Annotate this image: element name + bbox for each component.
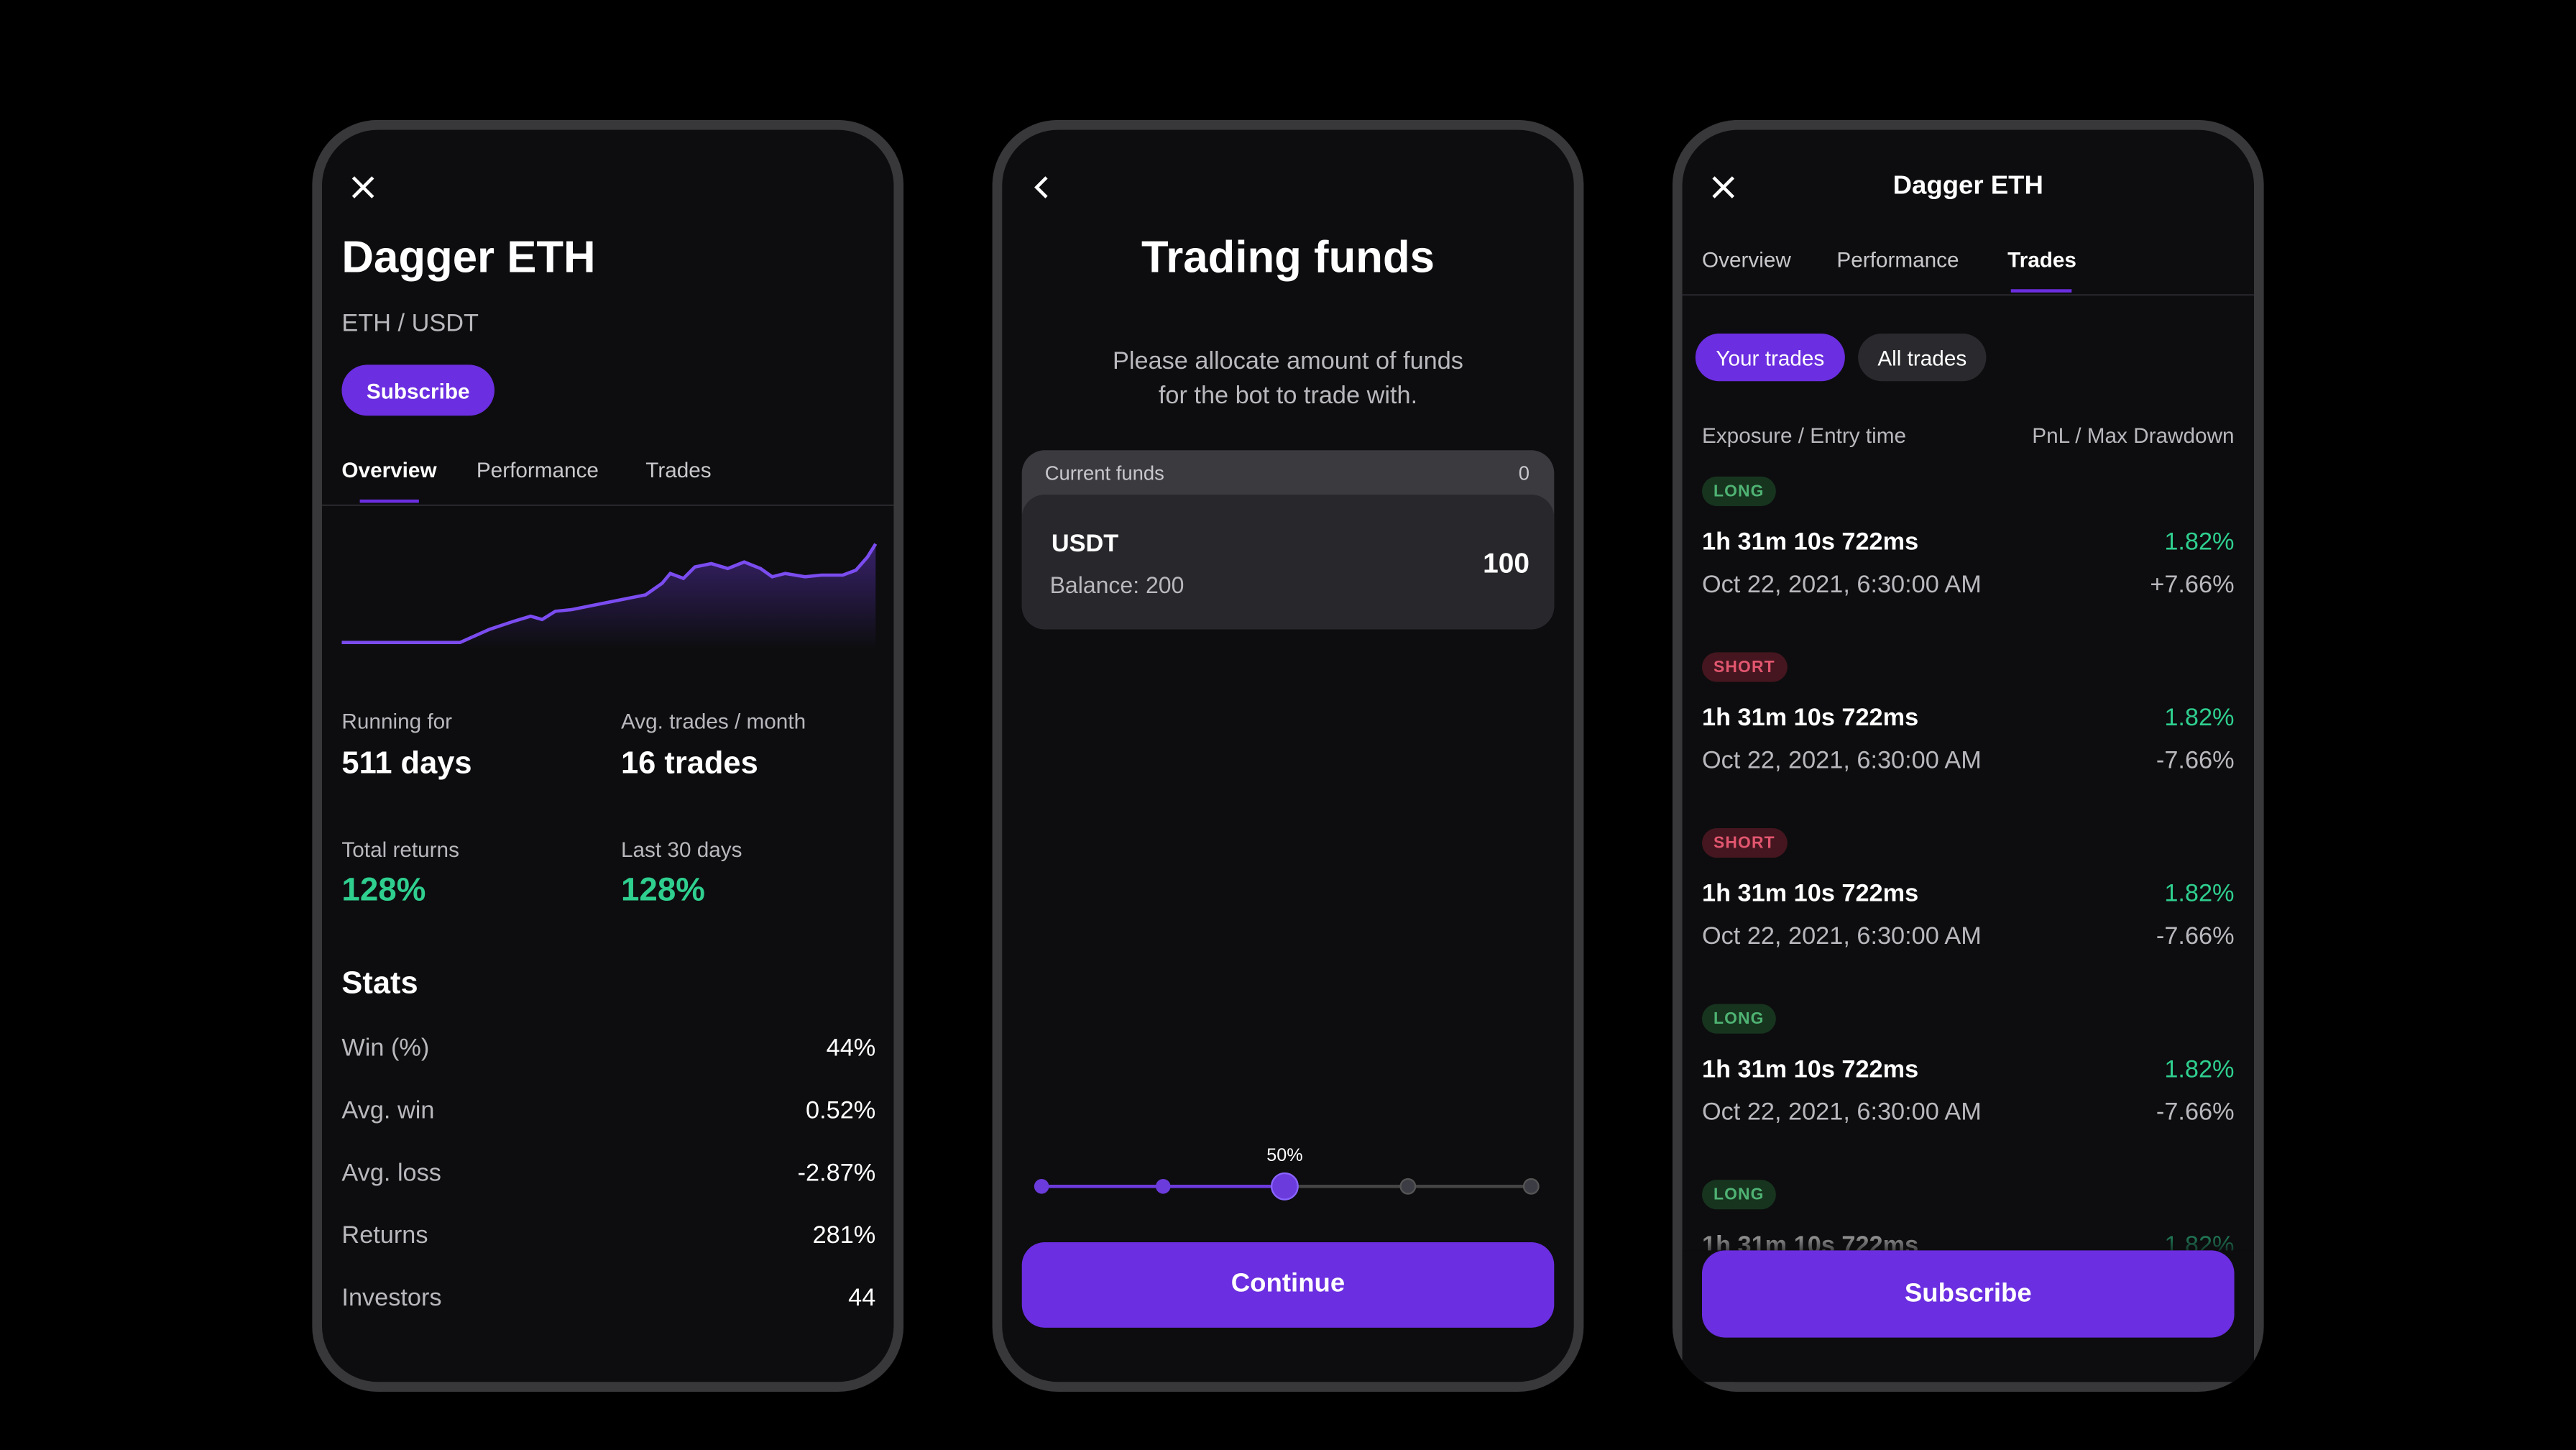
fade [1682, 1217, 2254, 1254]
side-label: LONG [1713, 1010, 1765, 1029]
subscribe-button-label: Subscribe [1904, 1279, 2032, 1308]
trade-time: Oct 22, 2021, 6:30:00 AM [1701, 746, 1982, 775]
metric-value: 128% [620, 872, 705, 909]
side-badge: LONG [1701, 476, 1776, 506]
balance: Balance: 200 [1049, 572, 1184, 598]
stat-value: 44 [848, 1284, 876, 1313]
stat-label: Investors [341, 1284, 442, 1313]
trade-duration: 1h 31m 10s 722ms [1701, 528, 1919, 556]
tab[interactable]: Performance [1836, 247, 1959, 272]
trade-drawdown: +7.66% [2150, 571, 2235, 600]
trade-time: Oct 22, 2021, 6:30:00 AM [1701, 571, 1982, 600]
trade-pnl: 1.82% [2164, 528, 2235, 556]
phone-overview: Dagger ETH ETH / USDT Subscribe Overview Per… [312, 119, 904, 1392]
stat-value: 44% [826, 1034, 876, 1063]
continue-button[interactable]: Continue [1021, 1242, 1555, 1328]
trade-pnl: 1.82% [2164, 704, 2235, 733]
subscribe-button[interactable]: Subscribe [341, 364, 494, 416]
column-header: PnL / Max Drawdown [2032, 423, 2235, 448]
divider [1682, 294, 2254, 296]
tab[interactable]: Overview [341, 457, 437, 482]
trade-drawdown: -7.66% [2156, 1098, 2235, 1126]
asset-card[interactable]: USDT Balance: 200 100 [1021, 494, 1555, 630]
side-badge: SHORT [1701, 652, 1787, 682]
trade-duration: 1h 31m 10s 722ms [1701, 704, 1919, 733]
description: for the bot to trade with. [1158, 382, 1418, 410]
stat-label: Avg. loss [341, 1159, 441, 1188]
metric-value: 16 trades [620, 746, 758, 781]
side-badge: LONG [1701, 1180, 1776, 1210]
trade-duration: 1h 31m 10s 722ms [1701, 879, 1919, 908]
funds-card: Current funds 0 USDT Balance: 200 100 [1021, 450, 1555, 630]
tab[interactable]: Trades [645, 457, 712, 482]
stat-value: 281% [812, 1221, 876, 1250]
stat-value: -2.87% [797, 1159, 876, 1188]
continue-button-label: Continue [1230, 1270, 1346, 1298]
subscribe-button-label: Subscribe [366, 377, 470, 403]
amount: 100 [1483, 548, 1530, 579]
performance-chart [341, 543, 878, 649]
tab[interactable]: Overview [1701, 247, 1791, 272]
allocation-slider[interactable] [1025, 1170, 1550, 1203]
stat-label: Avg. win [341, 1096, 435, 1125]
metric-value: 511 days [341, 746, 472, 781]
metric-value: 128% [341, 872, 426, 909]
current-funds-label: Current funds [1044, 462, 1164, 485]
title: Dagger ETH [1892, 172, 2043, 201]
filter-all-trades-label: All trades [1877, 344, 1967, 370]
tab[interactable]: Trades [2007, 247, 2076, 272]
back-icon[interactable] [1031, 176, 1051, 199]
side-label: SHORT [1713, 835, 1775, 853]
close-icon[interactable] [351, 176, 374, 199]
asset: USDT [1051, 530, 1119, 558]
description: Please allocate amount of funds [1113, 347, 1463, 376]
trade-pnl: 1.82% [2164, 879, 2235, 908]
metric-label: Running for [341, 709, 453, 734]
tab[interactable]: Performance [476, 457, 599, 482]
stat-value: 0.52% [806, 1096, 876, 1125]
title: Dagger ETH [341, 232, 596, 282]
subscribe-button[interactable]: Subscribe [1701, 1250, 2235, 1338]
slider-label: 50% [1266, 1146, 1303, 1166]
stat-label: Returns [341, 1221, 428, 1250]
divider [321, 504, 894, 506]
pair: ETH / USDT [341, 309, 479, 338]
trade-time: Oct 22, 2021, 6:30:00 AM [1701, 922, 1982, 951]
metric-label: Total returns [341, 837, 459, 862]
phone-funds: Trading funds Please allocate amount of f… [992, 119, 1584, 1392]
close-icon[interactable] [1712, 176, 1735, 199]
side-label: LONG [1713, 482, 1765, 502]
phone-trades: Dagger ETH Overview Performance Trades Your … [1672, 119, 2264, 1392]
tab-underline [359, 499, 419, 503]
trade-time: Oct 22, 2021, 6:30:00 AM [1701, 1098, 1982, 1126]
side-badge: SHORT [1701, 827, 1787, 858]
current-funds: 0 [1518, 462, 1530, 485]
tab-underline [2010, 289, 2072, 293]
side-badge: LONG [1701, 1004, 1776, 1034]
stat-label: Win (%) [341, 1034, 430, 1063]
filter-your-trades-label: Your trades [1716, 344, 1825, 370]
metric-label: Avg. trades / month [620, 709, 806, 734]
trade-pnl: 1.82% [2164, 1055, 2235, 1084]
trade-drawdown: -7.66% [2156, 922, 2235, 951]
trade-drawdown: -7.66% [2156, 746, 2235, 775]
trade-duration: 1h 31m 10s 722ms [1701, 1055, 1919, 1084]
metric-label: Last 30 days [620, 837, 742, 862]
side-label: SHORT [1713, 659, 1775, 677]
column-header: Exposure / Entry time [1701, 423, 1907, 448]
filter-your-trades[interactable]: Your trades [1695, 333, 1845, 382]
title: Trading funds [1141, 232, 1435, 282]
filter-all-trades[interactable]: All trades [1858, 333, 1987, 382]
side-label: LONG [1713, 1186, 1765, 1205]
stats-title: Stats [341, 967, 418, 1002]
